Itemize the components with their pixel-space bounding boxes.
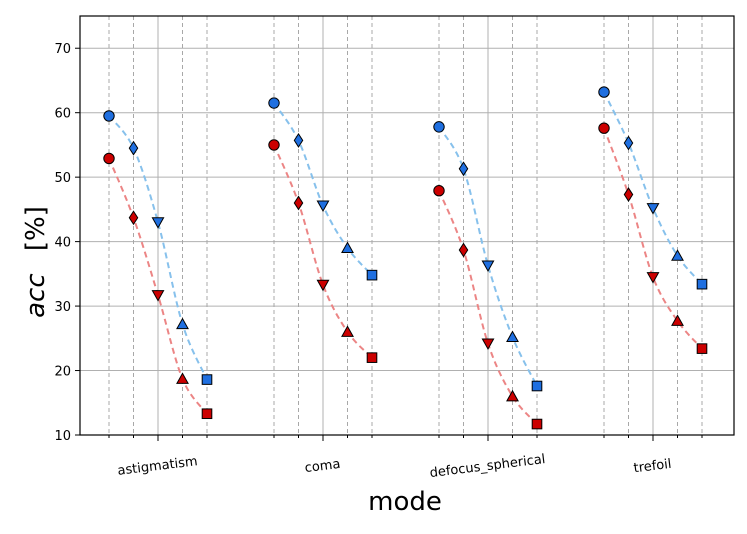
triangle-down-marker: [481, 260, 495, 272]
y-tick-label: 60: [54, 107, 71, 122]
x-category-label: astigmatism: [117, 454, 199, 479]
triangle-down-marker: [316, 279, 330, 292]
circle-marker: [103, 110, 115, 122]
circle-marker: [433, 184, 445, 197]
y-axis-label: acc [%]: [21, 206, 51, 318]
y-tick-label: 40: [54, 236, 71, 251]
diamond-marker: [458, 161, 469, 177]
y-axis: 10 20 30 40 50 60 70: [54, 42, 80, 444]
diamond-marker: [128, 140, 139, 156]
triangle-up-marker: [506, 389, 519, 402]
triangle-down-marker: [151, 290, 165, 302]
triangle-down-marker: [646, 272, 660, 284]
square-marker: [201, 408, 213, 420]
y-axis-label-main: acc: [21, 273, 51, 318]
plot-frame: [79, 15, 735, 436]
diamond-marker: [623, 187, 634, 202]
diamond-marker: [128, 210, 139, 226]
y-tick-label: 20: [54, 365, 71, 380]
x-category-label: trefoil: [633, 457, 672, 477]
circle-marker: [268, 97, 280, 109]
square-marker: [531, 418, 543, 430]
diamond-marker: [458, 242, 469, 258]
triangle-up-marker: [671, 249, 684, 261]
y-tick-label: 10: [54, 429, 71, 444]
triangle-up-marker: [341, 325, 354, 337]
x-category-label: coma: [304, 457, 341, 476]
y-tick-label: 50: [54, 171, 71, 186]
series-markers-1: [103, 122, 708, 430]
y-tick-label: 70: [54, 42, 71, 57]
circle-marker: [598, 86, 610, 98]
circle-marker: [268, 139, 280, 151]
triangle-up-marker: [176, 317, 189, 330]
triangle-down-marker: [481, 338, 495, 350]
triangle-down-marker: [646, 203, 660, 215]
series-markers-0: [103, 86, 708, 392]
square-marker: [366, 269, 378, 281]
series-0: [108, 91, 703, 387]
series-line: [273, 144, 373, 359]
circle-marker: [103, 152, 115, 165]
square-marker: [531, 380, 543, 392]
x-category-label: defocus_spherical: [429, 452, 546, 481]
series-line: [438, 126, 538, 387]
square-marker: [696, 278, 708, 290]
triangle-down-marker: [151, 217, 165, 229]
square-marker: [696, 343, 708, 354]
series-layer: [103, 86, 708, 430]
square-marker: [201, 374, 213, 385]
x-axis-label: mode: [368, 487, 442, 517]
triangle-up-marker: [341, 241, 354, 254]
diamond-marker: [293, 195, 304, 211]
y-axis-label-unit: [%]: [21, 206, 51, 251]
triangle-up-marker: [176, 372, 189, 384]
x-axis: astigmatism coma defocus_spherical trefoil: [108, 435, 703, 481]
diamond-marker: [293, 132, 304, 148]
series-1: [108, 127, 703, 425]
circle-marker: [598, 122, 610, 134]
y-tick-label: 30: [54, 300, 71, 315]
diamond-marker: [623, 135, 634, 151]
triangle-up-marker: [671, 314, 684, 326]
square-marker: [366, 352, 378, 363]
series-line: [603, 91, 703, 285]
grid: [80, 16, 734, 436]
triangle-down-marker: [316, 200, 330, 213]
triangle-up-marker: [506, 330, 519, 343]
circle-marker: [433, 121, 445, 133]
